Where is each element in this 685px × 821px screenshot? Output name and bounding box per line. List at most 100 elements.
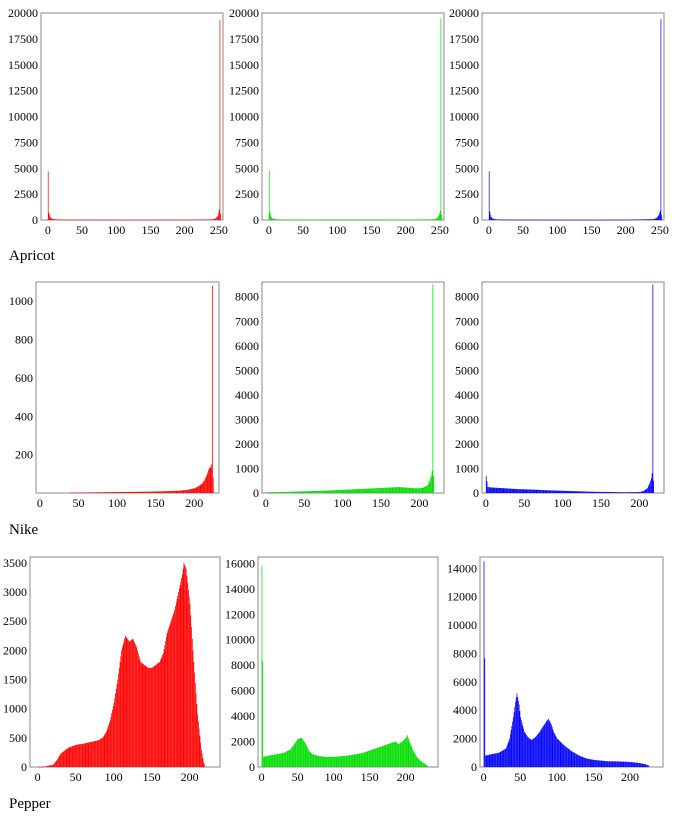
histogram-bar — [604, 760, 606, 767]
histogram-bar — [547, 719, 549, 767]
histogram-bar — [381, 746, 382, 767]
histogram-bar — [286, 751, 287, 767]
histogram-bar — [560, 219, 561, 221]
histogram-bar — [87, 492, 89, 494]
histogram-bar — [296, 741, 297, 767]
histogram-bar — [386, 487, 388, 493]
histogram-apricot-blue: 0 50 100 150 200 2500250050007500100001250015… — [449, 6, 669, 237]
histogram-bar — [140, 491, 142, 493]
histogram-bar — [171, 490, 172, 493]
histogram-bar — [384, 745, 385, 767]
y-tick-label: 1000 — [455, 461, 479, 475]
x-tick-label: 100 — [325, 770, 343, 784]
histogram-bar — [554, 490, 556, 493]
histogram-bar — [102, 219, 104, 221]
histogram-bar — [614, 492, 615, 493]
histogram-bar — [374, 748, 376, 767]
histogram-bar — [554, 219, 556, 221]
histogram-bar — [644, 219, 645, 220]
histogram-bar — [312, 491, 314, 493]
histogram-bar — [597, 760, 599, 767]
histogram-bar — [606, 219, 608, 221]
histogram-bar — [491, 487, 492, 493]
histogram-bar — [288, 750, 289, 767]
histogram-bar — [612, 761, 614, 767]
histogram-bar — [488, 754, 489, 767]
y-tick-label: 12500 — [229, 84, 259, 98]
histogram-bar — [518, 700, 519, 767]
histogram-bar — [620, 219, 622, 221]
histogram-bar — [202, 219, 204, 221]
histogram-bar — [413, 488, 415, 493]
histogram-bar — [313, 490, 315, 493]
histogram-bar — [630, 762, 632, 767]
histogram-bar — [594, 491, 595, 493]
y-tick-label: 10000 — [229, 110, 259, 124]
histogram-bar — [643, 491, 645, 493]
histogram-bar — [290, 219, 291, 221]
histogram-bar — [123, 219, 125, 221]
histogram-bar — [345, 219, 347, 221]
histogram-bar — [398, 219, 399, 221]
histogram-bar — [80, 744, 82, 767]
histogram-bar — [496, 219, 498, 220]
histogram-bar — [337, 756, 338, 767]
histogram-bar — [119, 662, 121, 767]
histogram-bar — [200, 219, 202, 221]
histogram-bar — [212, 477, 214, 493]
histogram-bar — [586, 219, 588, 221]
row-label-nike: Nike — [9, 522, 39, 538]
histogram-bar — [427, 765, 428, 767]
histogram-bar — [87, 219, 89, 221]
histogram-bar — [174, 219, 176, 221]
histogram-bar — [542, 727, 543, 767]
histogram-bar — [615, 761, 617, 767]
histogram-bar — [497, 752, 499, 767]
histogram-bar — [359, 219, 360, 221]
histogram-bar — [395, 742, 397, 767]
histogram-bar — [518, 489, 519, 493]
histogram-bar — [195, 693, 197, 767]
histogram-bar — [614, 219, 616, 221]
histogram-bar — [80, 492, 82, 494]
histogram-bar — [66, 219, 68, 221]
histogram-bar — [400, 219, 401, 221]
histogram-bar — [370, 219, 372, 221]
histogram-bar — [575, 753, 577, 767]
histogram-bar — [76, 492, 78, 494]
histogram-bar — [303, 491, 305, 493]
histogram-bar — [385, 219, 386, 221]
histogram-bar — [618, 219, 620, 221]
histogram-bar — [486, 755, 488, 767]
histogram-bar — [60, 753, 62, 767]
histogram-bar — [525, 733, 527, 767]
histogram-bar — [550, 219, 552, 221]
histogram-bar — [325, 756, 327, 767]
histogram-bar — [594, 219, 595, 221]
histogram-bar — [150, 491, 152, 493]
histogram-bar — [71, 746, 72, 767]
histogram-bar — [207, 219, 208, 221]
histogram-bar — [416, 488, 418, 493]
histogram-bar — [281, 219, 282, 221]
histogram-bar — [564, 490, 566, 493]
histogram-bar — [507, 219, 509, 221]
histogram-bar — [584, 219, 586, 221]
histogram-bar — [599, 219, 601, 221]
histogram-bar — [618, 761, 620, 767]
histogram-bar — [293, 745, 294, 767]
histogram-bar — [419, 219, 421, 221]
histogram-bar — [411, 219, 412, 221]
histogram-bar — [656, 217, 658, 220]
histogram-bar — [117, 492, 118, 493]
histogram-bar — [280, 492, 282, 493]
histogram-bar — [545, 219, 547, 221]
y-tick-label: 2500 — [235, 187, 259, 201]
histogram-bar — [591, 491, 592, 493]
histogram-bar — [510, 219, 512, 221]
x-tick-label: 200 — [617, 223, 635, 237]
histogram-bar — [579, 755, 581, 767]
histogram-bar — [161, 656, 163, 767]
y-tick-label: 6000 — [453, 675, 477, 689]
histogram-bar — [397, 487, 398, 493]
